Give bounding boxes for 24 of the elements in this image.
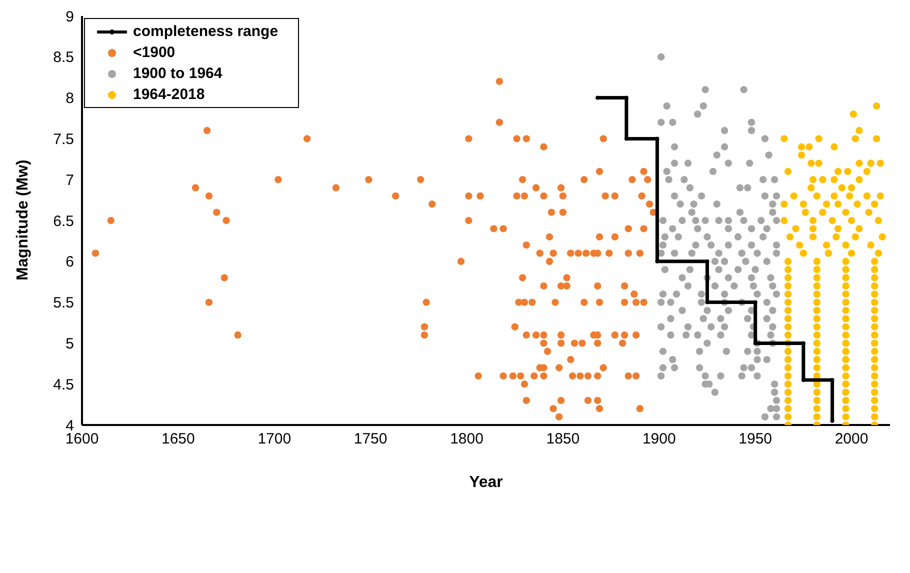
- x-tick-label: 1900: [642, 430, 676, 448]
- x-axis-title: Year: [469, 474, 503, 491]
- x-tick-label: 1800: [450, 430, 484, 448]
- y-tick-label: 5.5: [53, 294, 74, 312]
- y-tick-label: 7: [66, 172, 74, 189]
- x-tick-label: 1700: [258, 430, 292, 448]
- legend-label: <1900: [133, 44, 176, 61]
- x-tick-label: 1650: [162, 430, 195, 448]
- y-tick-label: 8.5: [53, 49, 74, 66]
- legend-label: 1964-2018: [133, 86, 205, 103]
- y-tick-label: 6.5: [53, 212, 74, 230]
- x-tick-label: 2000: [834, 430, 868, 448]
- legend-label: completeness range: [133, 23, 278, 40]
- y-tick-label: 5: [66, 336, 74, 353]
- y-tick-label: 8: [66, 90, 74, 108]
- x-tick-label: 1750: [354, 430, 388, 448]
- y-tick-label: 4.5: [53, 376, 74, 394]
- y-tick-label: 7.5: [53, 131, 74, 148]
- x-tick-label: 1850: [546, 430, 580, 448]
- legend-label: 1900 to 1964: [133, 65, 222, 82]
- y-axis-title: Magnitude (Mw): [14, 160, 32, 280]
- y-tick-label: 6: [66, 254, 74, 271]
- y-tick-label: 9: [66, 8, 74, 26]
- x-tick-label: 1950: [738, 430, 772, 448]
